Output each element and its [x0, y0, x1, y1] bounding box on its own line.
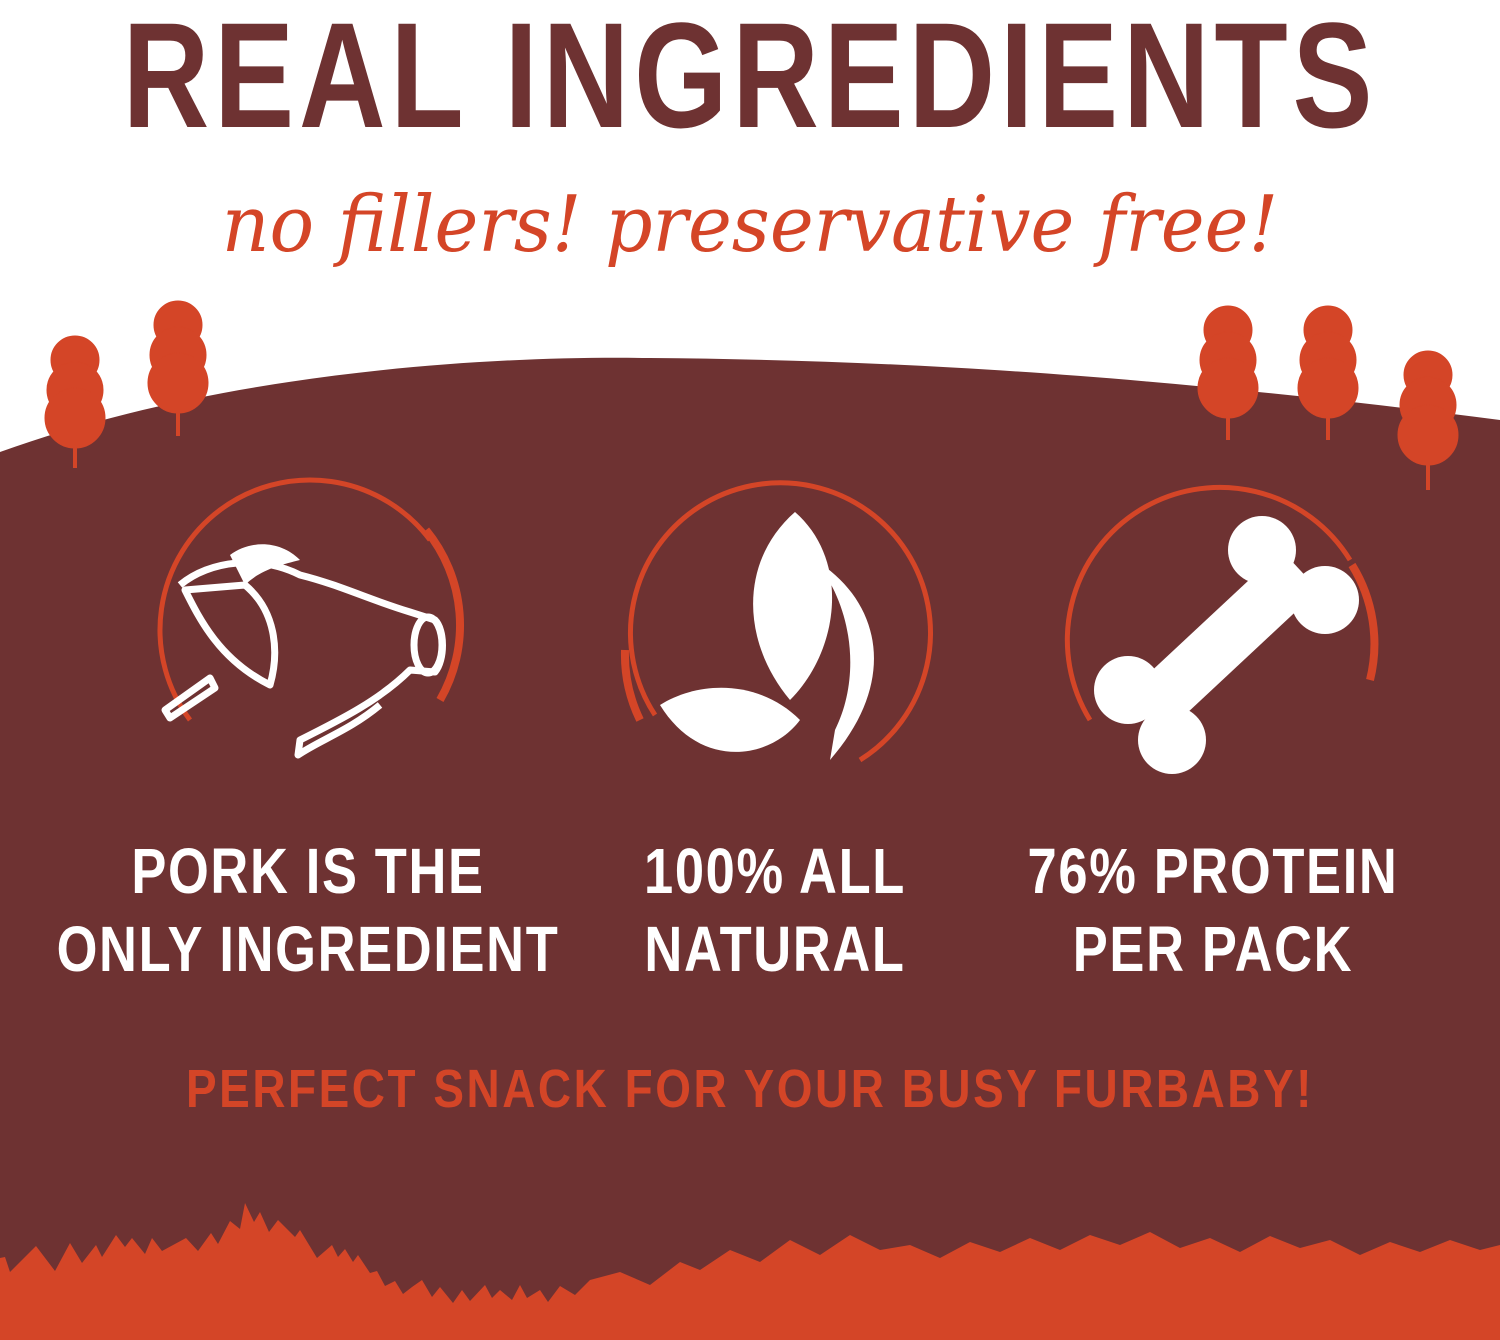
feature-line: 100% ALL [644, 835, 906, 907]
tree-icon [44, 335, 106, 468]
tree-icon [1397, 350, 1459, 490]
feature-protein: 76% PROTEIN PER PACK [844, 832, 1500, 988]
feature-natural: 100% ALL NATURAL [406, 832, 1144, 988]
feature-pork: PORK IS THE ONLY INGREDIENT [0, 832, 677, 988]
subtitle: no fillers! preservative free! [221, 180, 1279, 270]
feature-line: NATURAL [644, 913, 906, 985]
feature-line: ONLY INGREDIENT [56, 913, 560, 985]
grass-strip [0, 1203, 1500, 1340]
feature-line: 76% PROTEIN [1027, 835, 1399, 907]
tree-icon [1197, 305, 1259, 440]
pig-icon [157, 477, 465, 759]
tagline: PERFECT SNACK FOR YOUR BUSY FURBABY! [185, 1059, 1315, 1119]
bone-icon [1064, 484, 1379, 774]
leaf-icon [620, 480, 933, 763]
tree-icon [147, 300, 209, 436]
feature-line: PER PACK [1072, 913, 1354, 985]
tree-icon [1297, 305, 1359, 440]
feature-line: PORK IS THE [131, 835, 485, 907]
page-title: REAL INGREDIENTS [122, 0, 1378, 159]
